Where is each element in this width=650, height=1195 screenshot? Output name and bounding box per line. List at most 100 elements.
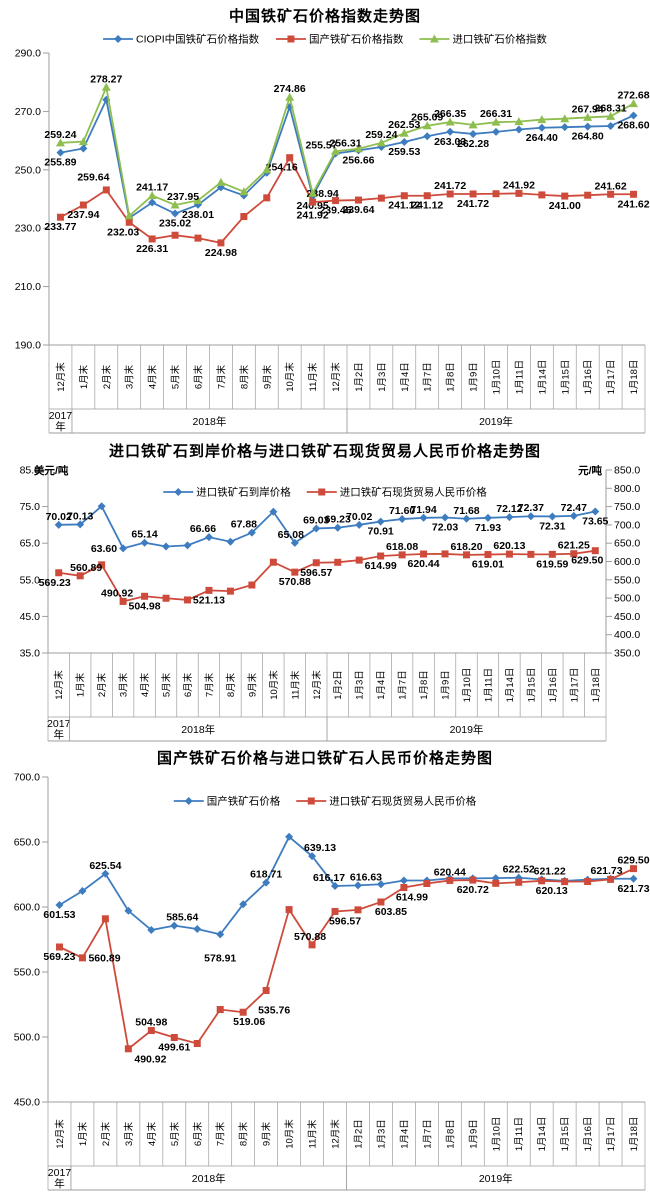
legend-item: 国产铁矿石价格指数 <box>275 33 404 46</box>
data-label: 620.44 <box>434 866 466 878</box>
data-label: 72.03 <box>432 521 458 533</box>
y-axis-left: 85.0 75.0 65.0 55.0 45.0 35.0 美元/吨 <box>20 464 69 660</box>
y-axis-unit-left: 美元/吨 <box>34 464 69 477</box>
x-tick-label: 1月14日 <box>537 1117 548 1152</box>
data-label: 69.23 <box>325 514 351 526</box>
x-tick-label: 1月8日 <box>445 1119 456 1149</box>
y-tick-label: 800.0 <box>614 483 640 495</box>
x-tick-label: 11月末 <box>307 1119 319 1148</box>
series-square: 569.23 560.89 490.92 504.98 499.61 519.06535.… <box>43 855 649 1066</box>
data-label: 259.24 <box>365 129 397 141</box>
year-group-label: 2017 <box>47 718 71 730</box>
x-tick-label: 1月11日 <box>514 1117 525 1151</box>
x-tick-label: 1月18日 <box>591 668 602 703</box>
data-label: 585.64 <box>166 912 198 924</box>
y-tick-label: 290.0 <box>15 48 41 60</box>
legend-item: 国产铁矿石价格 <box>173 795 281 808</box>
data-label: 490.92 <box>134 1053 166 1065</box>
data-label: 620.13 <box>536 885 568 897</box>
chart1-plot: CIOPI中国铁矿石价格指数 国产铁矿石价格指数 进口铁矿石价格指数 290.0 270… <box>15 33 650 434</box>
data-label: 490.92 <box>101 587 133 599</box>
x-tick-label: 1月8日 <box>419 670 430 700</box>
data-label: 614.99 <box>396 892 428 904</box>
chart-section-domestic-vs-import-rmb: 国产铁矿石价格与进口铁矿石人民币价格走势图 国产铁矿石价格 进口铁矿石现货贸易人民… <box>0 747 650 1193</box>
chart2-title: 进口铁矿石到岸价格与进口铁矿石现货贸易人民币价格走势图 <box>108 444 541 460</box>
data-label: 256.66 <box>342 154 374 166</box>
y-tick-label: 350.0 <box>614 648 640 660</box>
data-label: 237.95 <box>167 191 199 203</box>
y-tick-label: 250.0 <box>15 164 41 176</box>
x-tick-label: 1月18日 <box>629 360 640 395</box>
chart2-plot: 进口铁矿石到岸价格 进口铁矿石现货贸易人民币价格 85.0 75.0 65.0 55.0 4… <box>20 464 640 742</box>
x-tick-label: 1月9日 <box>441 670 452 700</box>
x-tick-label: 10月末 <box>284 1119 296 1149</box>
data-label: 519.06 <box>233 1016 265 1028</box>
data-label: 618.71 <box>250 869 282 881</box>
x-tick-label: 4月末 <box>147 364 159 389</box>
y-tick-label: 550.0 <box>614 574 640 586</box>
x-tick-label: 1月15日 <box>526 668 537 703</box>
legend-label: CIOPI中国铁矿石价格指数 <box>136 33 260 46</box>
x-tick-label: 1月末 <box>77 1121 89 1146</box>
data-label: 72.37 <box>518 502 544 514</box>
data-label: 259.53 <box>388 146 420 158</box>
data-label: 504.98 <box>135 1017 167 1029</box>
data-label: 73.65 <box>582 516 608 528</box>
x-axis-table: 12月末 1月末 2月末 3月末 4月末 5月末 6月末 7月末 8月末 9月末 10月末 11月末 1… <box>48 344 646 434</box>
year-group-label: 2017 <box>49 410 73 422</box>
year-group-label: 2019年 <box>479 1172 513 1185</box>
data-label: 237.94 <box>67 209 99 221</box>
x-tick-label: 1月16日 <box>548 668 559 703</box>
charts-page: 中国铁矿石价格指数走势图 CIOPI中国铁矿石价格指数 国产铁矿石价格指数进口铁矿… <box>0 5 650 1193</box>
legend-label: 进口铁矿石现货贸易人民币价格 <box>329 795 476 808</box>
y-tick-label: 55.0 <box>20 574 41 586</box>
x-tick-label: 1月8日 <box>446 362 457 392</box>
data-label: 71.94 <box>410 504 436 516</box>
x-tick-label: 11月末 <box>307 362 319 391</box>
x-tick-label: 8月末 <box>238 1121 250 1146</box>
data-label: 570.88 <box>279 576 311 588</box>
year-group-label: 2018年 <box>193 415 227 428</box>
x-tick-label: 10月末 <box>284 362 296 392</box>
data-label: 65.08 <box>278 529 304 541</box>
y-tick-label: 750.0 <box>614 501 640 513</box>
x-tick-label: 9月末 <box>261 1121 273 1146</box>
x-tick-label: 1月末 <box>75 672 87 697</box>
data-label: 241.72 <box>457 198 489 210</box>
data-label: 521.13 <box>193 594 225 606</box>
y-tick-label: 700.0 <box>614 519 640 531</box>
data-label: 72.47 <box>561 502 587 514</box>
data-label: 621.73 <box>617 883 649 895</box>
data-label: 570.88 <box>294 931 326 943</box>
year-group-label: 2019年 <box>450 723 484 736</box>
year-group-label: 年 <box>54 1177 65 1190</box>
y-tick-label: 35.0 <box>20 648 41 660</box>
x-tick-label: 9月末 <box>246 672 258 697</box>
x-tick-label: 1月16日 <box>583 1117 594 1152</box>
data-label: 535.76 <box>258 1005 290 1017</box>
chart3-title: 国产铁矿石价格与进口铁矿石人民币价格走势图 <box>156 751 493 767</box>
data-label: 618.20 <box>450 541 482 553</box>
series-diamond: 601.53 625.54 585.64 578.91 618.71 639.13 616.… <box>43 832 650 964</box>
data-label: 267.94 <box>572 103 604 115</box>
data-label: 616.17 <box>313 872 345 884</box>
y-tick-label: 85.0 <box>20 465 41 477</box>
x-tick-label: 1月3日 <box>376 1119 387 1149</box>
data-label: 241.92 <box>297 209 329 221</box>
data-label: 241.12 <box>411 200 443 212</box>
chart1-title: 中国铁矿石价格指数走势图 <box>228 9 421 25</box>
x-tick-label: 1月15日 <box>560 1117 571 1152</box>
x-tick-label: 1月7日 <box>422 1119 433 1149</box>
legend-label: 进口铁矿石现货贸易人民币价格 <box>340 486 487 499</box>
data-label: 266.35 <box>434 108 466 120</box>
x-tick-label: 12月末 <box>55 362 67 392</box>
x-tick-label: 12月末 <box>53 670 65 700</box>
x-tick-label: 1月2日 <box>353 1119 364 1149</box>
data-label: 239.64 <box>342 204 374 216</box>
data-label: 241.72 <box>434 180 466 192</box>
chart-section-import-usd-rmb: 进口铁矿石到岸价格与进口铁矿石现货贸易人民币价格走势图 进口铁矿石到岸价格 进口铁… <box>0 440 650 742</box>
year-group-label: 年 <box>53 728 64 741</box>
x-tick-label: 5月末 <box>161 672 173 697</box>
